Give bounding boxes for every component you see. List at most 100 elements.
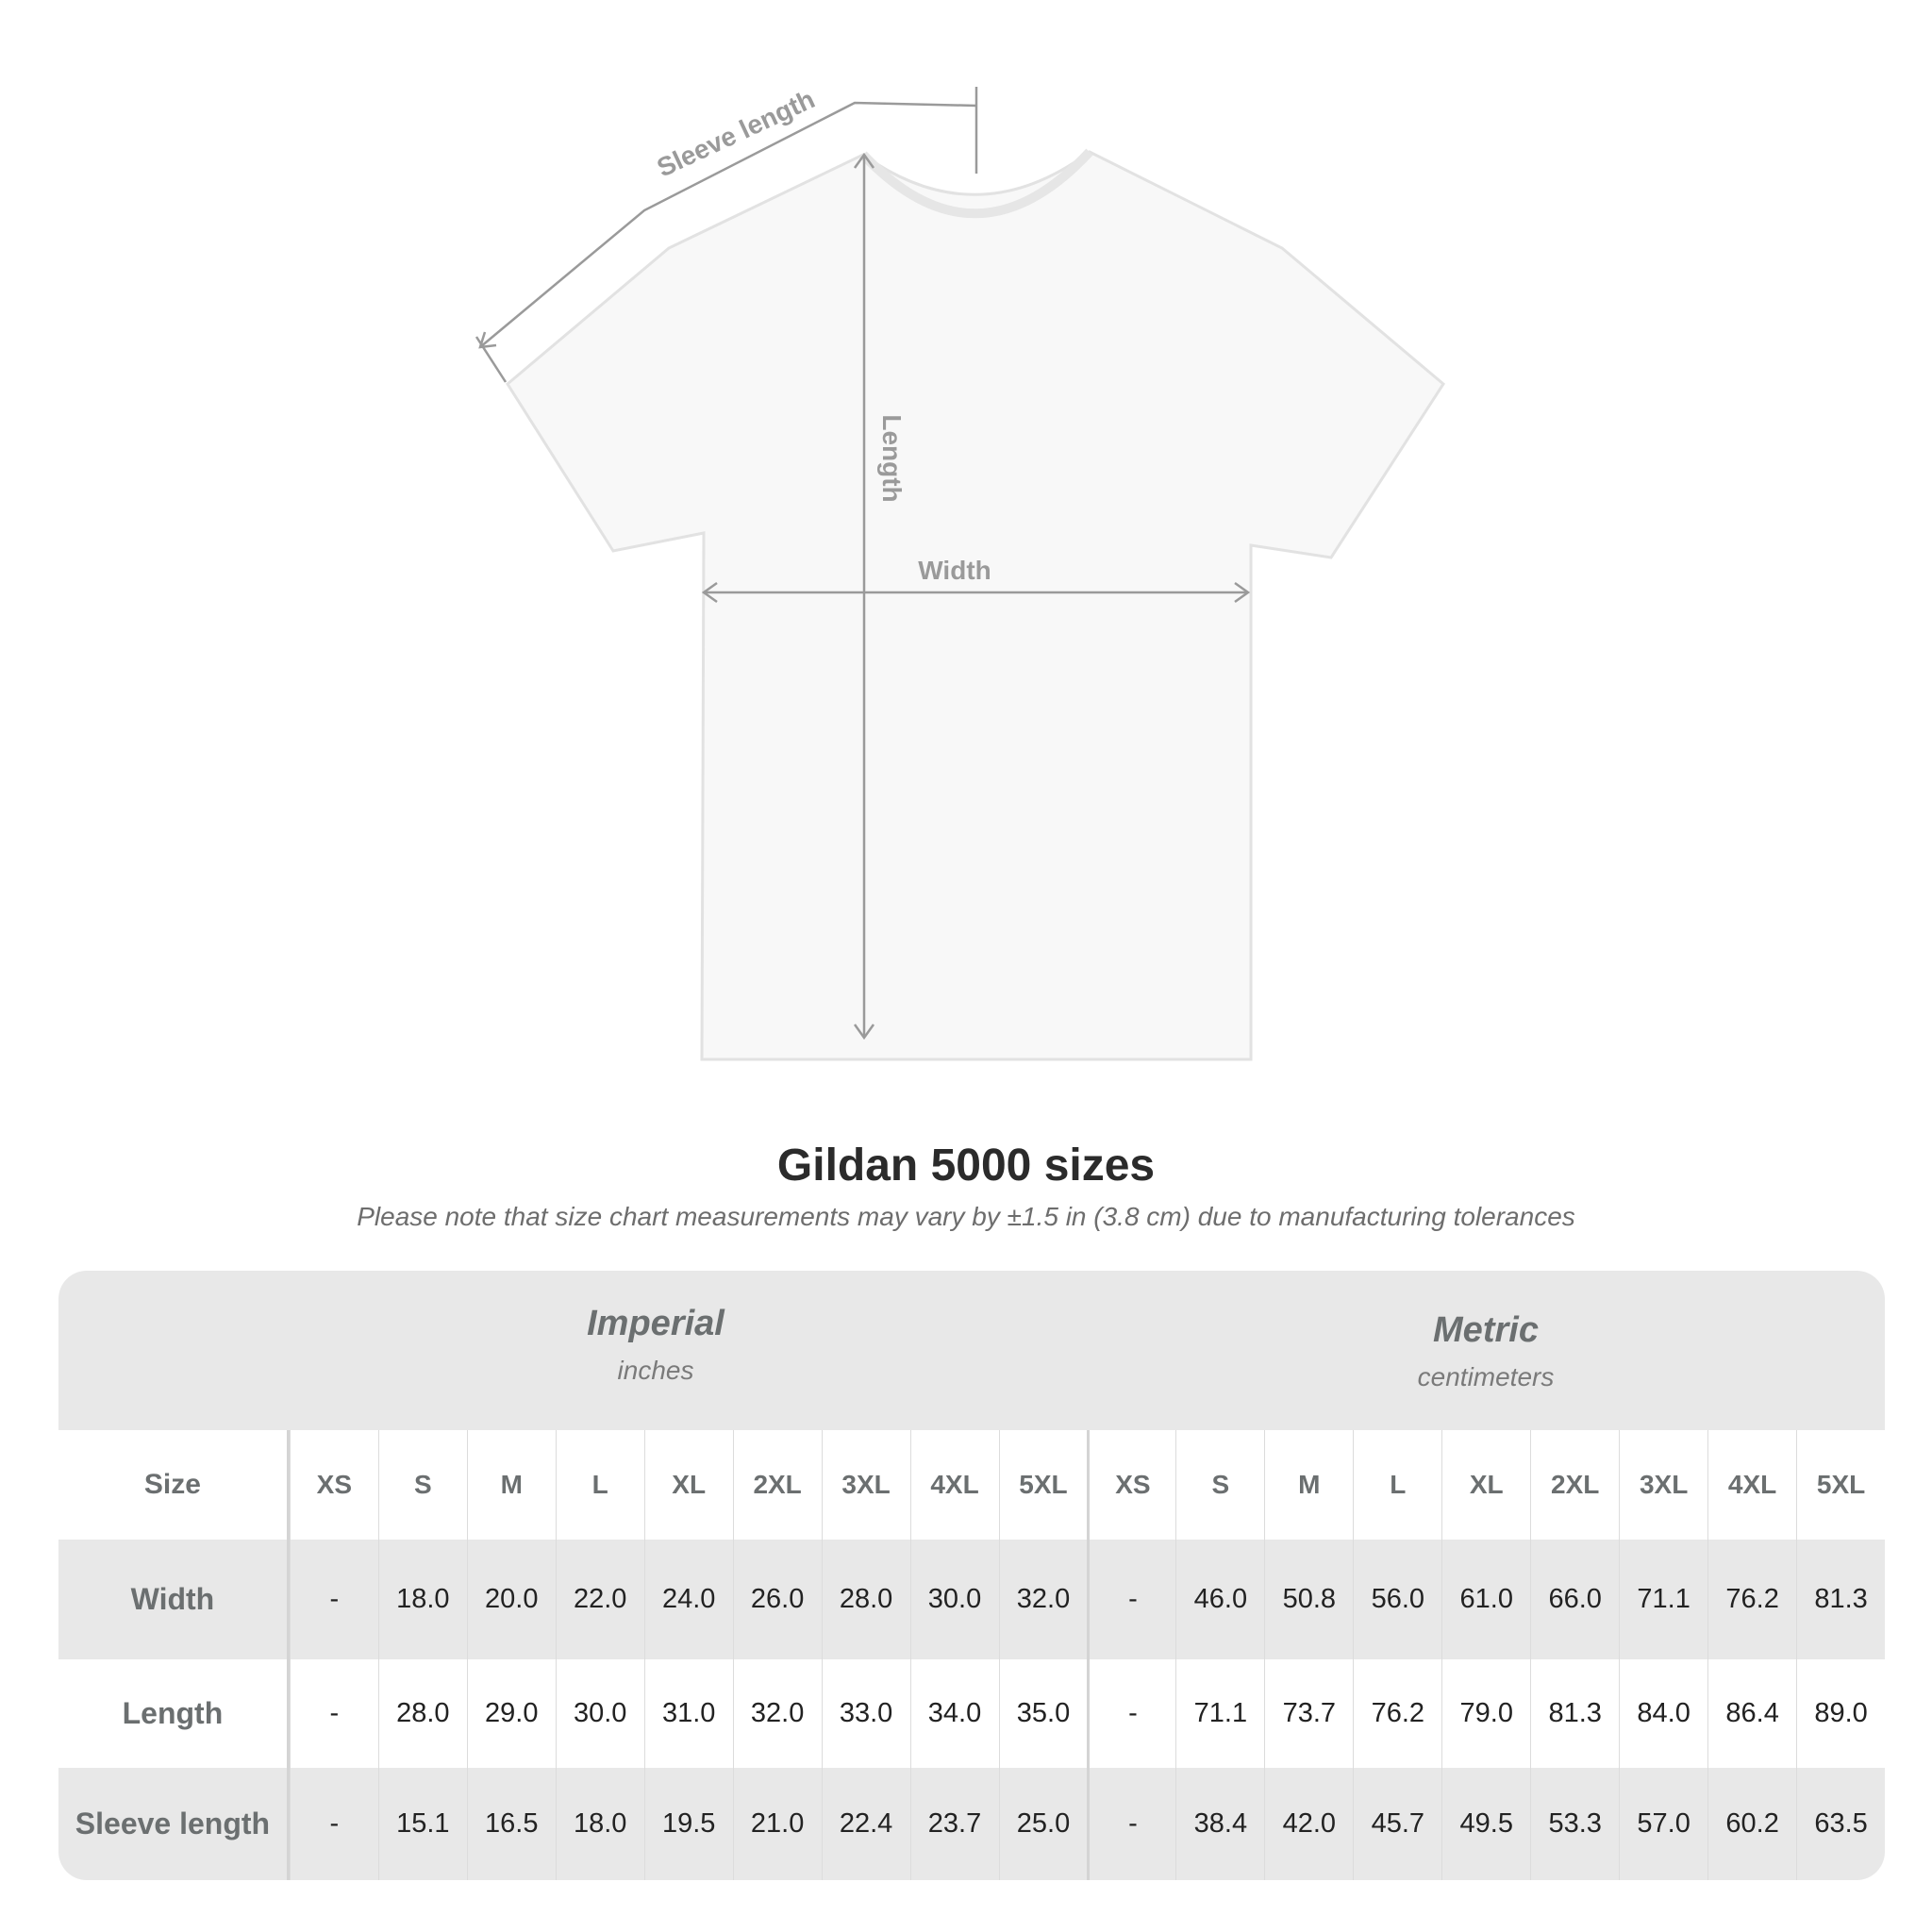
value-cell: 76.2 xyxy=(1707,1540,1796,1659)
value-cell: 76.2 xyxy=(1353,1659,1441,1768)
width-arrow-left xyxy=(701,581,718,604)
size-table: Imperial inches Metric centimeters Size X… xyxy=(58,1271,1885,1880)
value-cell: 22.4 xyxy=(821,1768,910,1880)
value-cell: 60.2 xyxy=(1707,1768,1796,1880)
value-cell: 86.4 xyxy=(1707,1659,1796,1768)
metric-title: Metric xyxy=(1433,1310,1539,1350)
length-label: Length xyxy=(877,414,907,502)
size-header-cell: XL xyxy=(1441,1430,1530,1540)
value-cell: 45.7 xyxy=(1353,1768,1441,1880)
size-header-cell: S xyxy=(1175,1430,1264,1540)
value-cell: 56.0 xyxy=(1353,1540,1441,1659)
size-header-cell: XL xyxy=(643,1430,733,1540)
value-cell: 79.0 xyxy=(1441,1659,1530,1768)
value-cell: 28.0 xyxy=(377,1659,467,1768)
imperial-header: Imperial inches xyxy=(257,1304,1055,1386)
metric-header: Metric centimeters xyxy=(1087,1310,1885,1392)
size-header-cell: 3XL xyxy=(821,1430,910,1540)
value-cell: 18.0 xyxy=(377,1540,467,1659)
sleeve-measure-line xyxy=(479,101,977,348)
size-header-cell: 4XL xyxy=(1707,1430,1796,1540)
size-header-row: Size XS S M L XL 2XL 3XL 4XL 5XL XS S M L XL 2XL 3XL 4XL 5… xyxy=(58,1430,1885,1540)
value-cell: 26.0 xyxy=(732,1540,822,1659)
value-cell: 34.0 xyxy=(909,1659,999,1768)
value-cell: 63.5 xyxy=(1796,1768,1885,1880)
imperial-title: Imperial xyxy=(587,1304,724,1343)
size-header-cell: XS xyxy=(289,1430,378,1540)
value-cell: 46.0 xyxy=(1175,1540,1264,1659)
value-cell: - xyxy=(289,1540,378,1659)
value-cell: 19.5 xyxy=(643,1768,733,1880)
value-cell: 53.3 xyxy=(1530,1768,1619,1880)
value-cell: 20.0 xyxy=(466,1540,556,1659)
value-cell: 42.0 xyxy=(1264,1768,1353,1880)
size-header-cell: 4XL xyxy=(909,1430,999,1540)
value-cell: 71.1 xyxy=(1619,1540,1707,1659)
size-header-cell: S xyxy=(377,1430,467,1540)
size-header-cell: M xyxy=(466,1430,556,1540)
value-cell: 84.0 xyxy=(1619,1659,1707,1768)
value-cell: 30.0 xyxy=(909,1540,999,1659)
value-cell: 89.0 xyxy=(1796,1659,1885,1768)
value-cell: 21.0 xyxy=(732,1768,822,1880)
value-cell: 25.0 xyxy=(998,1768,1088,1880)
value-cell: 57.0 xyxy=(1619,1768,1707,1880)
value-cell: 35.0 xyxy=(998,1659,1088,1768)
value-cell: 18.0 xyxy=(555,1768,644,1880)
metric-unit: centimeters xyxy=(1417,1362,1555,1391)
value-cell: 29.0 xyxy=(466,1659,556,1768)
row-label: Width xyxy=(58,1540,290,1659)
sleeve-arrow-left xyxy=(478,331,497,349)
length-arrow-top xyxy=(853,152,875,169)
value-cell: - xyxy=(1087,1659,1175,1768)
tshirt-collar xyxy=(859,148,1093,219)
value-cell: - xyxy=(1087,1768,1175,1880)
value-cell: - xyxy=(1087,1540,1175,1659)
size-header-cell: 5XL xyxy=(998,1430,1088,1540)
value-cell: 30.0 xyxy=(555,1659,644,1768)
size-header-cell: M xyxy=(1264,1430,1353,1540)
value-cell: 24.0 xyxy=(643,1540,733,1659)
value-cell: - xyxy=(289,1768,378,1880)
value-cell: 49.5 xyxy=(1441,1768,1530,1880)
value-cell: 23.7 xyxy=(909,1768,999,1880)
size-header-cell: 3XL xyxy=(1619,1430,1707,1540)
page-title: Gildan 5000 sizes xyxy=(776,1141,1156,1191)
value-cell: 81.3 xyxy=(1530,1659,1619,1768)
size-header-cell: L xyxy=(1353,1430,1441,1540)
value-cell: 38.4 xyxy=(1175,1768,1264,1880)
value-cell: 71.1 xyxy=(1175,1659,1264,1768)
length-arrow-bottom xyxy=(853,1024,875,1041)
value-cell: 33.0 xyxy=(821,1659,910,1768)
size-header-cell: 5XL xyxy=(1796,1430,1885,1540)
value-cell: 32.0 xyxy=(732,1659,822,1768)
row-label: Sleeve length xyxy=(58,1768,290,1880)
value-cell: 16.5 xyxy=(466,1768,556,1880)
value-cell: 73.7 xyxy=(1264,1659,1353,1768)
size-header-cell: 2XL xyxy=(1530,1430,1619,1540)
row-label: Size xyxy=(58,1430,290,1540)
tshirt-diagram: Width Length Sleeve length xyxy=(475,84,1445,1061)
value-cell: 31.0 xyxy=(643,1659,733,1768)
value-cell: - xyxy=(289,1659,378,1768)
table-row: Length -28.0 29.0 30.0 31.0 32.0 33.0 34.0 35.0-… xyxy=(58,1659,1885,1768)
width-arrow-right xyxy=(1234,581,1251,604)
row-label: Length xyxy=(58,1659,290,1768)
value-cell: 66.0 xyxy=(1530,1540,1619,1659)
value-cell: 22.0 xyxy=(555,1540,644,1659)
size-header-cell: 2XL xyxy=(732,1430,822,1540)
width-label: Width xyxy=(918,556,991,585)
imperial-unit: inches xyxy=(617,1356,694,1385)
value-cell: 81.3 xyxy=(1796,1540,1885,1659)
size-header-cell: L xyxy=(555,1430,644,1540)
value-cell: 61.0 xyxy=(1441,1540,1530,1659)
table-row: Sleeve length -15.1 16.5 18.0 19.5 21.0 22.4 23… xyxy=(58,1768,1885,1880)
value-cell: 28.0 xyxy=(821,1540,910,1659)
size-header-cell: XS xyxy=(1087,1430,1175,1540)
tshirt-shape xyxy=(506,150,1445,1061)
value-cell: 50.8 xyxy=(1264,1540,1353,1659)
value-cell: 15.1 xyxy=(377,1768,467,1880)
tolerance-note: Please note that size chart measurements… xyxy=(357,1202,1575,1231)
value-cell: 32.0 xyxy=(998,1540,1088,1659)
table-row: Width -18.0 20.0 22.0 24.0 26.0 28.0 30.0 32.0-4… xyxy=(58,1540,1885,1659)
